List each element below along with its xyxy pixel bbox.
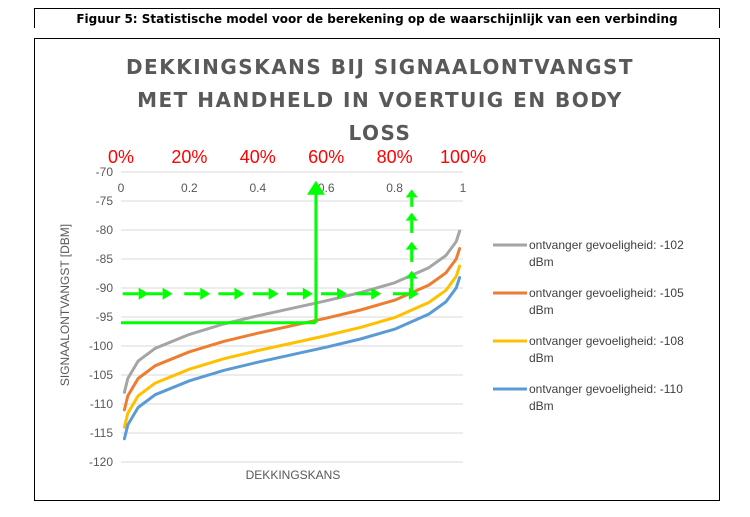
dashed-arrow-head [268,287,279,300]
dashed-arrow-head [200,287,211,300]
y-tick-label: -120 [89,455,113,469]
percent-label: 100% [440,147,486,167]
legend-label: ontvanger gevoeligheid: -108 [529,334,684,348]
y-tick-label: -105 [89,368,113,382]
up-arrow-head [405,212,418,221]
x-tick-label: 0.2 [181,181,198,195]
x-tick-label: 1 [460,181,467,195]
y-axis-label: SIGNAALONTVANGST [DBM] [58,224,72,386]
percent-label: 80% [377,147,413,167]
percent-labels: 0% 20% 40% 60% 80% 100% [108,147,486,167]
legend-label: ontvanger gevoeligheid: -102 [529,238,684,252]
chart-title: DEKKINGSKANS BIJ SIGNAALONTVANGST MET HA… [126,55,634,145]
y-tick-label: -95 [96,310,114,324]
y-tick-label: -90 [96,281,114,295]
solid-arrow-head [306,180,325,195]
chart-title-line-2: MET HANDHELD IN VOERTUIG EN BODY [137,88,623,112]
up-arrow-head [405,189,418,198]
percent-label: 60% [308,147,344,167]
up-arrow-head [405,241,418,250]
gridlines [121,171,463,463]
percent-label: 40% [240,147,276,167]
x-axis-label: DEKKINGSKANS [246,468,341,482]
y-tick-label: -80 [96,223,114,237]
dashed-arrow-head [162,287,173,300]
chart-frame: DEKKINGSKANS BIJ SIGNAALONTVANGST MET HA… [34,38,720,501]
legend-label-unit: dBm [529,399,554,413]
chart-title-line-3: LOSS [349,121,412,145]
green-annotations [121,180,419,325]
legend: ontvanger gevoeligheid: -102 dBm ontvanger… [493,238,684,413]
y-tick-label: -85 [96,252,114,266]
series-line-4 [122,276,462,441]
percent-label: 0% [108,147,134,167]
dashed-arrow-head [337,287,348,300]
dashed-arrow-head [234,287,245,300]
series-lines [122,229,462,441]
legend-label: ontvanger gevoeligheid: -110 [529,382,683,396]
series-line-3 [122,264,462,429]
series-line-1 [122,229,462,394]
y-tick-label: -70 [96,165,114,179]
y-tick-labels: -70 -75 -80 -85 -90 -95 -100 -105 -110 -115 -120 [89,165,113,469]
legend-label-unit: dBm [529,255,554,269]
dashed-arrow-head [302,287,313,300]
chart-title-line-1: DEKKINGSKANS BIJ SIGNAALONTVANGST [126,55,634,79]
y-tick-label: -75 [96,194,114,208]
x-tick-label: 0.8 [386,181,403,195]
legend-label: ontvanger gevoeligheid: -105 [529,286,684,300]
legend-label-unit: dBm [529,351,554,365]
up-arrow-head [405,270,418,279]
figure-caption: Figuur 5: Statistische model voor de ber… [34,8,720,28]
percent-label: 20% [171,147,207,167]
dashed-arrow-head [138,287,149,300]
dashed-arrow-head [371,287,382,300]
y-tick-label: -100 [89,339,113,353]
series-line-2 [122,247,462,412]
x-tick-label: 0 [118,181,125,195]
legend-label-unit: dBm [529,303,554,317]
x-tick-label: 0.4 [249,181,266,195]
y-tick-label: -110 [90,397,113,411]
x-tick-labels: 0 0.2 0.4 0.6 0.8 1 [118,181,467,195]
chart-svg: DEKKINGSKANS BIJ SIGNAALONTVANGST MET HA… [58,55,684,482]
y-tick-label: -115 [90,426,113,440]
